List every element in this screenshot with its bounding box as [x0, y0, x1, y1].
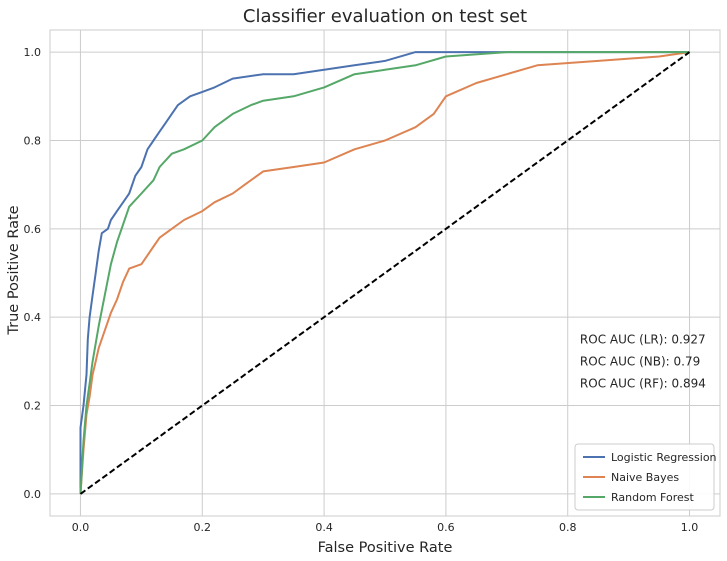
- x-tick-label: 0.8: [559, 521, 577, 534]
- auc-annotation: ROC AUC (LR): 0.927: [580, 332, 706, 346]
- y-axis-title: True Positive Rate: [6, 205, 22, 335]
- x-tick-label: 0.6: [437, 521, 455, 534]
- x-axis-title: False Positive Rate: [318, 540, 453, 556]
- legend-label: Logistic Regression: [611, 451, 717, 464]
- chart-title: Classifier evaluation on test set: [243, 6, 527, 27]
- x-tick-label: 0.2: [194, 521, 212, 534]
- series-line-random-forest: [79, 51, 690, 494]
- y-tick-label: 0.6: [24, 223, 42, 236]
- series-line-logistic-regression: [79, 51, 690, 494]
- auc-annotations: ROC AUC (LR): 0.927 ROC AUC (NB): 0.79 ROC…: [580, 332, 706, 390]
- x-tick-label: 0.0: [72, 521, 90, 534]
- auc-annotation: ROC AUC (NB): 0.79: [580, 354, 700, 368]
- plot-frame: [49, 29, 721, 517]
- y-tick-label: 0.0: [24, 488, 42, 501]
- y-tick-label: 0.2: [24, 400, 42, 413]
- y-tick-label: 0.4: [24, 311, 42, 324]
- y-tick-label: 0.8: [24, 134, 42, 147]
- auc-annotation: ROC AUC (RF): 0.894: [580, 376, 706, 390]
- series-line-chance-diagonal: [79, 51, 691, 495]
- x-tick-label: 1.0: [681, 521, 699, 534]
- legend: Logistic Regression Naive Bayes Random For…: [574, 443, 717, 511]
- y-tick-label: 1.0: [24, 46, 42, 59]
- legend-label: Naive Bayes: [611, 471, 679, 484]
- legend-box: [574, 443, 715, 511]
- series-line-naive-bayes: [79, 51, 690, 494]
- legend-label: Random Forest: [611, 491, 694, 504]
- x-tick-label: 0.4: [315, 521, 333, 534]
